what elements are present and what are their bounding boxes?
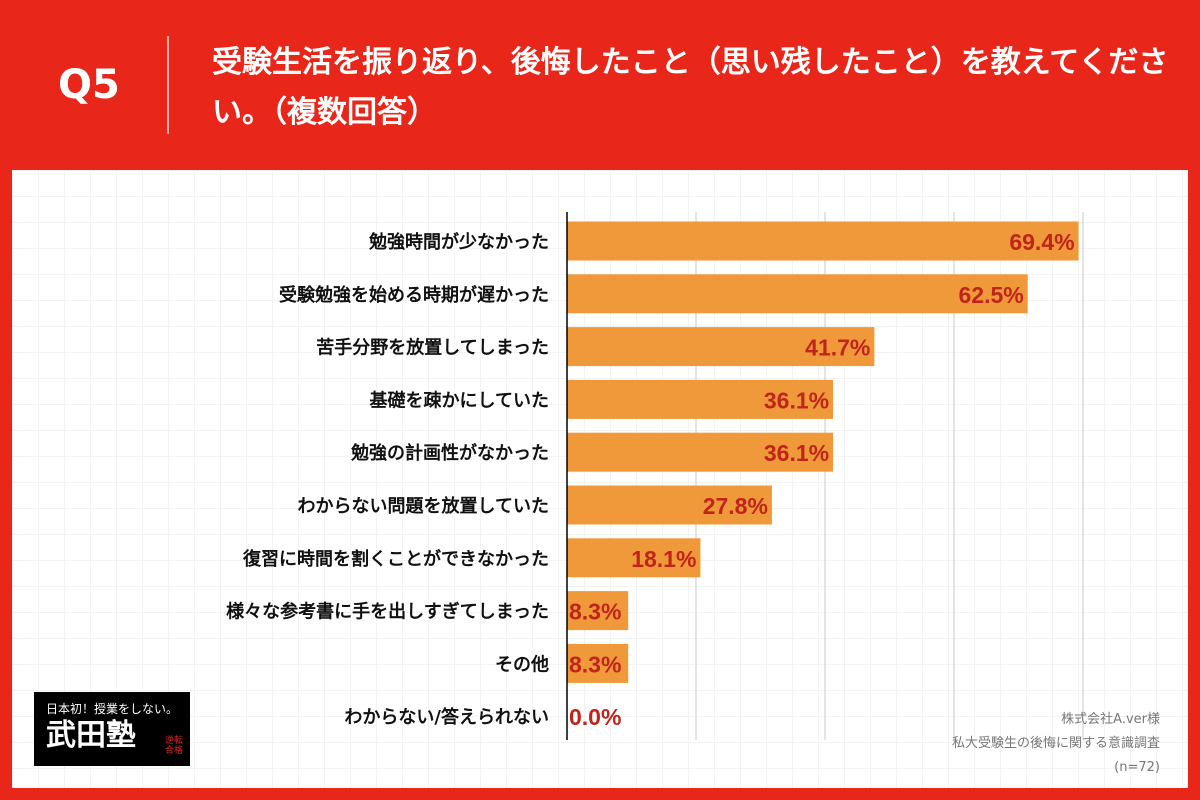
source-company: 株式会社A.ver様: [1061, 712, 1160, 727]
logo-tagline: 日本初！授業をしない。: [45, 702, 178, 716]
data-label: 27.8%: [703, 493, 768, 519]
source-survey: 私大受験生の後悔に関する意識調査: [951, 736, 1160, 751]
category-label: その他: [495, 653, 549, 675]
chart-title: 受験生活を振り返り、後悔したこと（思い残したこと）を教えてください。（複数回答）: [212, 45, 1169, 130]
source-note: 株式会社A.ver様 私大受験生の後悔に関する意識調査 (n=72): [952, 708, 1160, 780]
bar: [567, 327, 875, 367]
question-number: Q5: [58, 62, 120, 108]
data-label: 62.5%: [958, 282, 1023, 308]
data-label: 41.7%: [805, 335, 870, 361]
category-label: 勉強時間が少なかった: [368, 231, 549, 253]
chart-panel: [12, 170, 1188, 788]
bar: [567, 538, 701, 578]
category-label: 様々な参考書に手を出しすぎてしまった: [226, 601, 549, 623]
data-label: 36.1%: [764, 440, 829, 466]
category-label: 受験勉強を始める時期が遅かった: [279, 284, 549, 306]
category-label: 復習に時間を割くことができなかった: [242, 548, 549, 570]
source-n: (n=72): [1114, 760, 1160, 775]
bar: [567, 432, 834, 472]
category-label: 苦手分野を放置してしまった: [316, 337, 549, 359]
divider: [167, 36, 169, 134]
category-label: わからない/答えられない: [344, 706, 549, 728]
category-label: 基礎を疎かにしていた: [369, 389, 549, 411]
logo-name: 武田塾: [46, 718, 136, 753]
category-label: 勉強の計画性がなかった: [350, 442, 549, 464]
data-label: 18.1%: [631, 546, 696, 572]
data-label: 69.4%: [1009, 229, 1074, 255]
data-label: 8.3%: [569, 651, 621, 677]
logo-seal: 逆転合格: [164, 736, 183, 756]
bar: [567, 643, 629, 683]
data-label: 0.0%: [569, 704, 621, 730]
bar: [567, 274, 1028, 314]
bar: [567, 485, 772, 525]
logo: 日本初！授業をしない。 武田塾 逆転合格: [34, 692, 190, 766]
bar: [567, 221, 1079, 261]
category-label: わからない問題を放置していた: [298, 495, 549, 517]
data-label: 8.3%: [569, 599, 621, 625]
bar: [567, 379, 834, 419]
data-label: 36.1%: [764, 387, 829, 413]
bar: [567, 591, 629, 631]
